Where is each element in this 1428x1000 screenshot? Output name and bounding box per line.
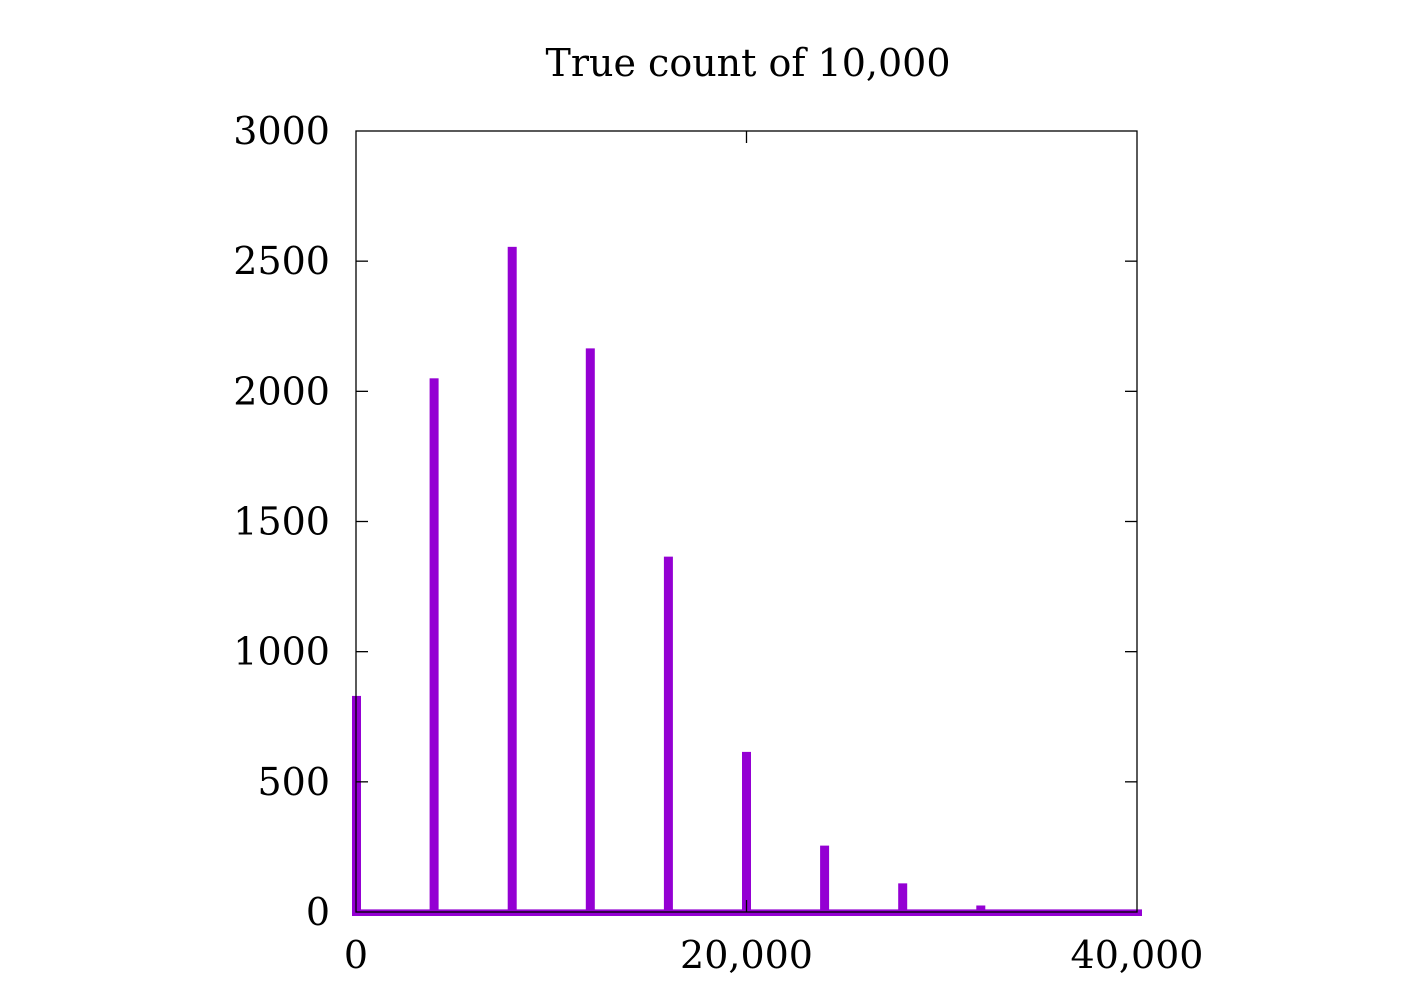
x-tick-label: 40,000 [1071, 933, 1204, 977]
y-tick-label: 3000 [233, 109, 330, 153]
bar [429, 378, 439, 913]
bar [898, 883, 908, 912]
y-tick-label: 500 [257, 760, 330, 804]
y-tick-label: 2000 [233, 369, 330, 413]
bar [663, 556, 673, 912]
bar [820, 845, 830, 912]
ticks-group [356, 131, 1137, 912]
bar [585, 348, 595, 913]
y-tick-label: 2500 [233, 239, 330, 283]
y-tick-label: 1000 [233, 630, 330, 674]
bar [976, 905, 986, 912]
tick-labels-group: 0 500 1000 1500 2000 2500 3000 0 20,000 40,000 [233, 109, 1203, 977]
bar [742, 751, 751, 912]
y-tick-label: 0 [306, 890, 330, 934]
x-tick-label: 0 [344, 933, 368, 977]
bar [507, 246, 517, 912]
bars-group [352, 246, 1142, 916]
baseline-bar [352, 909, 1142, 916]
y-tick-label: 1500 [233, 500, 330, 544]
chart-title: True count of 10,000 [546, 41, 951, 85]
x-tick-label: 20,000 [680, 933, 813, 977]
